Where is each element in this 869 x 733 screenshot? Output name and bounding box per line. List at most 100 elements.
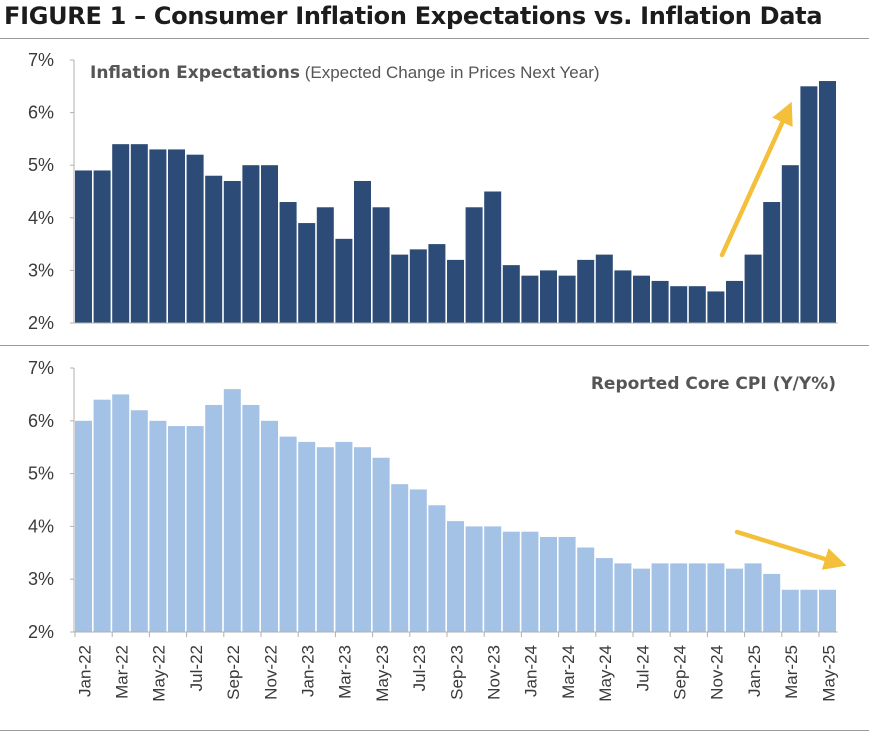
expectations-bar-Mar-25 [781,165,799,323]
cpi-bar-Oct-23 [465,526,483,632]
expectations-panel: 2% 3% 4% 5% 6% 7% Inflation Expectations (Expe… [28,50,838,333]
x-tick-label-Jan-23: Jan-23 [299,645,318,697]
x-tick-label-Sep-23: Sep-23 [447,645,466,700]
expectations-trend-arrow [719,101,793,258]
cpi-bar-Feb-23 [316,447,334,632]
expectations-y-tick-label: 6% [28,103,54,123]
x-tick-label-May-23: May-23 [373,645,392,702]
x-tick-label-Mar-24: Mar-24 [559,645,578,699]
expectations-bar-Aug-24 [651,280,669,323]
expectations-bar-Aug-23 [428,244,446,323]
expectations-bar-Apr-25 [800,86,818,323]
x-tick-label-Jul-24: Jul-24 [633,645,652,691]
middle-rule [0,345,869,346]
cpi-y-tick-label: 3% [28,569,54,589]
expectations-bar-Feb-25 [763,202,781,323]
expectations-y-tick-label: 5% [28,155,54,175]
expectations-y-tick-label: 7% [28,50,54,70]
x-tick-label-May-24: May-24 [596,645,615,702]
cpi-bar-Aug-23 [428,505,446,632]
expectations-bar-Mar-24 [558,275,576,323]
cpi-bar-Jun-24 [614,563,632,632]
expectations-title-rest: (Expected Change in Prices Next Year) [300,63,600,82]
expectations-bar-Apr-24 [577,259,595,323]
cpi-bar-Apr-23 [354,447,371,632]
expectations-bar-Dec-22 [279,202,297,323]
expectations-bar-May-25 [819,81,836,323]
x-tick-label-Nov-23: Nov-23 [485,645,504,700]
cpi-bar-Nov-22 [261,420,278,632]
expectations-panel-title: Inflation Expectations (Expected Change … [90,63,600,83]
expectations-bar-Feb-24 [540,270,557,323]
cpi-bar-Jul-22 [186,426,204,632]
expectations-bar-May-24 [595,254,613,323]
cpi-bar-May-22 [149,420,167,632]
x-tick-label-Mar-23: Mar-23 [336,645,355,699]
top-rule [0,38,869,39]
expectations-bar-Dec-23 [502,265,520,323]
cpi-bar-Aug-24 [651,563,669,632]
cpi-bar-Jan-24 [521,531,539,632]
cpi-bar-Sep-23 [447,521,464,632]
expectations-bar-Sep-23 [447,259,464,323]
expectations-bar-Sep-22 [223,180,241,323]
core-cpi-panel: 2% 3% 4% 5% 6% 7% Reported Core CPI (Y/Y%) Jan-… [28,358,847,702]
cpi-bar-Jun-22 [168,426,185,632]
expectations-bar-Aug-22 [205,175,223,323]
expectations-y-tick-label: 4% [28,208,54,228]
cpi-bar-May-25 [819,589,836,632]
expectations-y-tick-label: 2% [28,313,54,333]
expectations-bar-May-22 [149,149,167,323]
expectations-bar-Jun-22 [168,149,185,323]
cpi-y-tick-label: 6% [28,411,54,431]
x-tick-label-Sep-24: Sep-24 [671,645,690,700]
expectations-bar-Jul-24 [633,275,650,323]
core-cpi-trend-arrow [734,529,847,570]
figure-title: FIGURE 1 – Consumer Inflation Expectatio… [4,2,823,30]
x-tick-label-Jan-24: Jan-24 [522,645,541,697]
expectations-bar-May-23 [372,207,390,323]
expectations-bar-Jan-22 [75,170,92,323]
cpi-bar-Feb-22 [93,399,111,632]
cpi-y-tick-label: 5% [28,464,54,484]
cpi-bar-Jan-23 [298,441,316,632]
cpi-bar-Mar-25 [781,589,799,632]
cpi-bar-Oct-24 [688,563,706,632]
expectations-bar-Nov-22 [261,165,278,323]
expectations-bar-Apr-22 [130,144,148,323]
expectations-bar-Jan-25 [744,254,762,323]
expectations-bar-Mar-22 [112,144,130,323]
x-tick-label-Nov-24: Nov-24 [708,645,727,700]
core-cpi-panel-title: Reported Core CPI (Y/Y%) [591,374,836,394]
expectations-bar-Jun-23 [391,254,409,323]
cpi-y-tick-label: 4% [28,516,54,536]
expectations-bar-Nov-23 [484,191,502,323]
x-tick-label-Nov-22: Nov-22 [261,645,280,700]
cpi-bar-Jul-24 [633,568,650,632]
expectations-bar-Feb-23 [316,207,334,323]
cpi-bar-May-24 [595,558,613,632]
expectations-bar-Nov-24 [707,291,725,323]
x-tick-label-Mar-22: Mar-22 [113,645,132,699]
cpi-bar-Nov-23 [484,526,502,632]
x-tick-label-Jan-22: Jan-22 [75,645,94,697]
x-tick-label-Mar-25: Mar-25 [782,645,801,699]
expectations-y-tick-label: 3% [28,260,54,280]
cpi-bar-Nov-24 [707,563,725,632]
expectations-bar-Sep-24 [670,286,688,323]
expectations-title-bold: Inflation Expectations [90,63,300,83]
cpi-bar-Mar-22 [112,394,130,632]
x-tick-label-May-22: May-22 [150,645,169,702]
expectations-bar-Dec-24 [726,280,743,323]
cpi-y-tick-label: 7% [28,358,54,378]
cpi-bar-Jan-22 [75,420,92,632]
expectations-bar-Oct-24 [688,286,706,323]
cpi-bar-Sep-22 [223,389,241,632]
cpi-bar-Oct-22 [242,404,260,632]
cpi-bar-Mar-23 [335,441,353,632]
x-tick-label-Jul-22: Jul-22 [187,645,206,691]
cpi-bar-Dec-22 [279,436,297,632]
x-tick-label-Jul-23: Jul-23 [410,645,429,691]
expectations-bar-Oct-23 [465,207,483,323]
